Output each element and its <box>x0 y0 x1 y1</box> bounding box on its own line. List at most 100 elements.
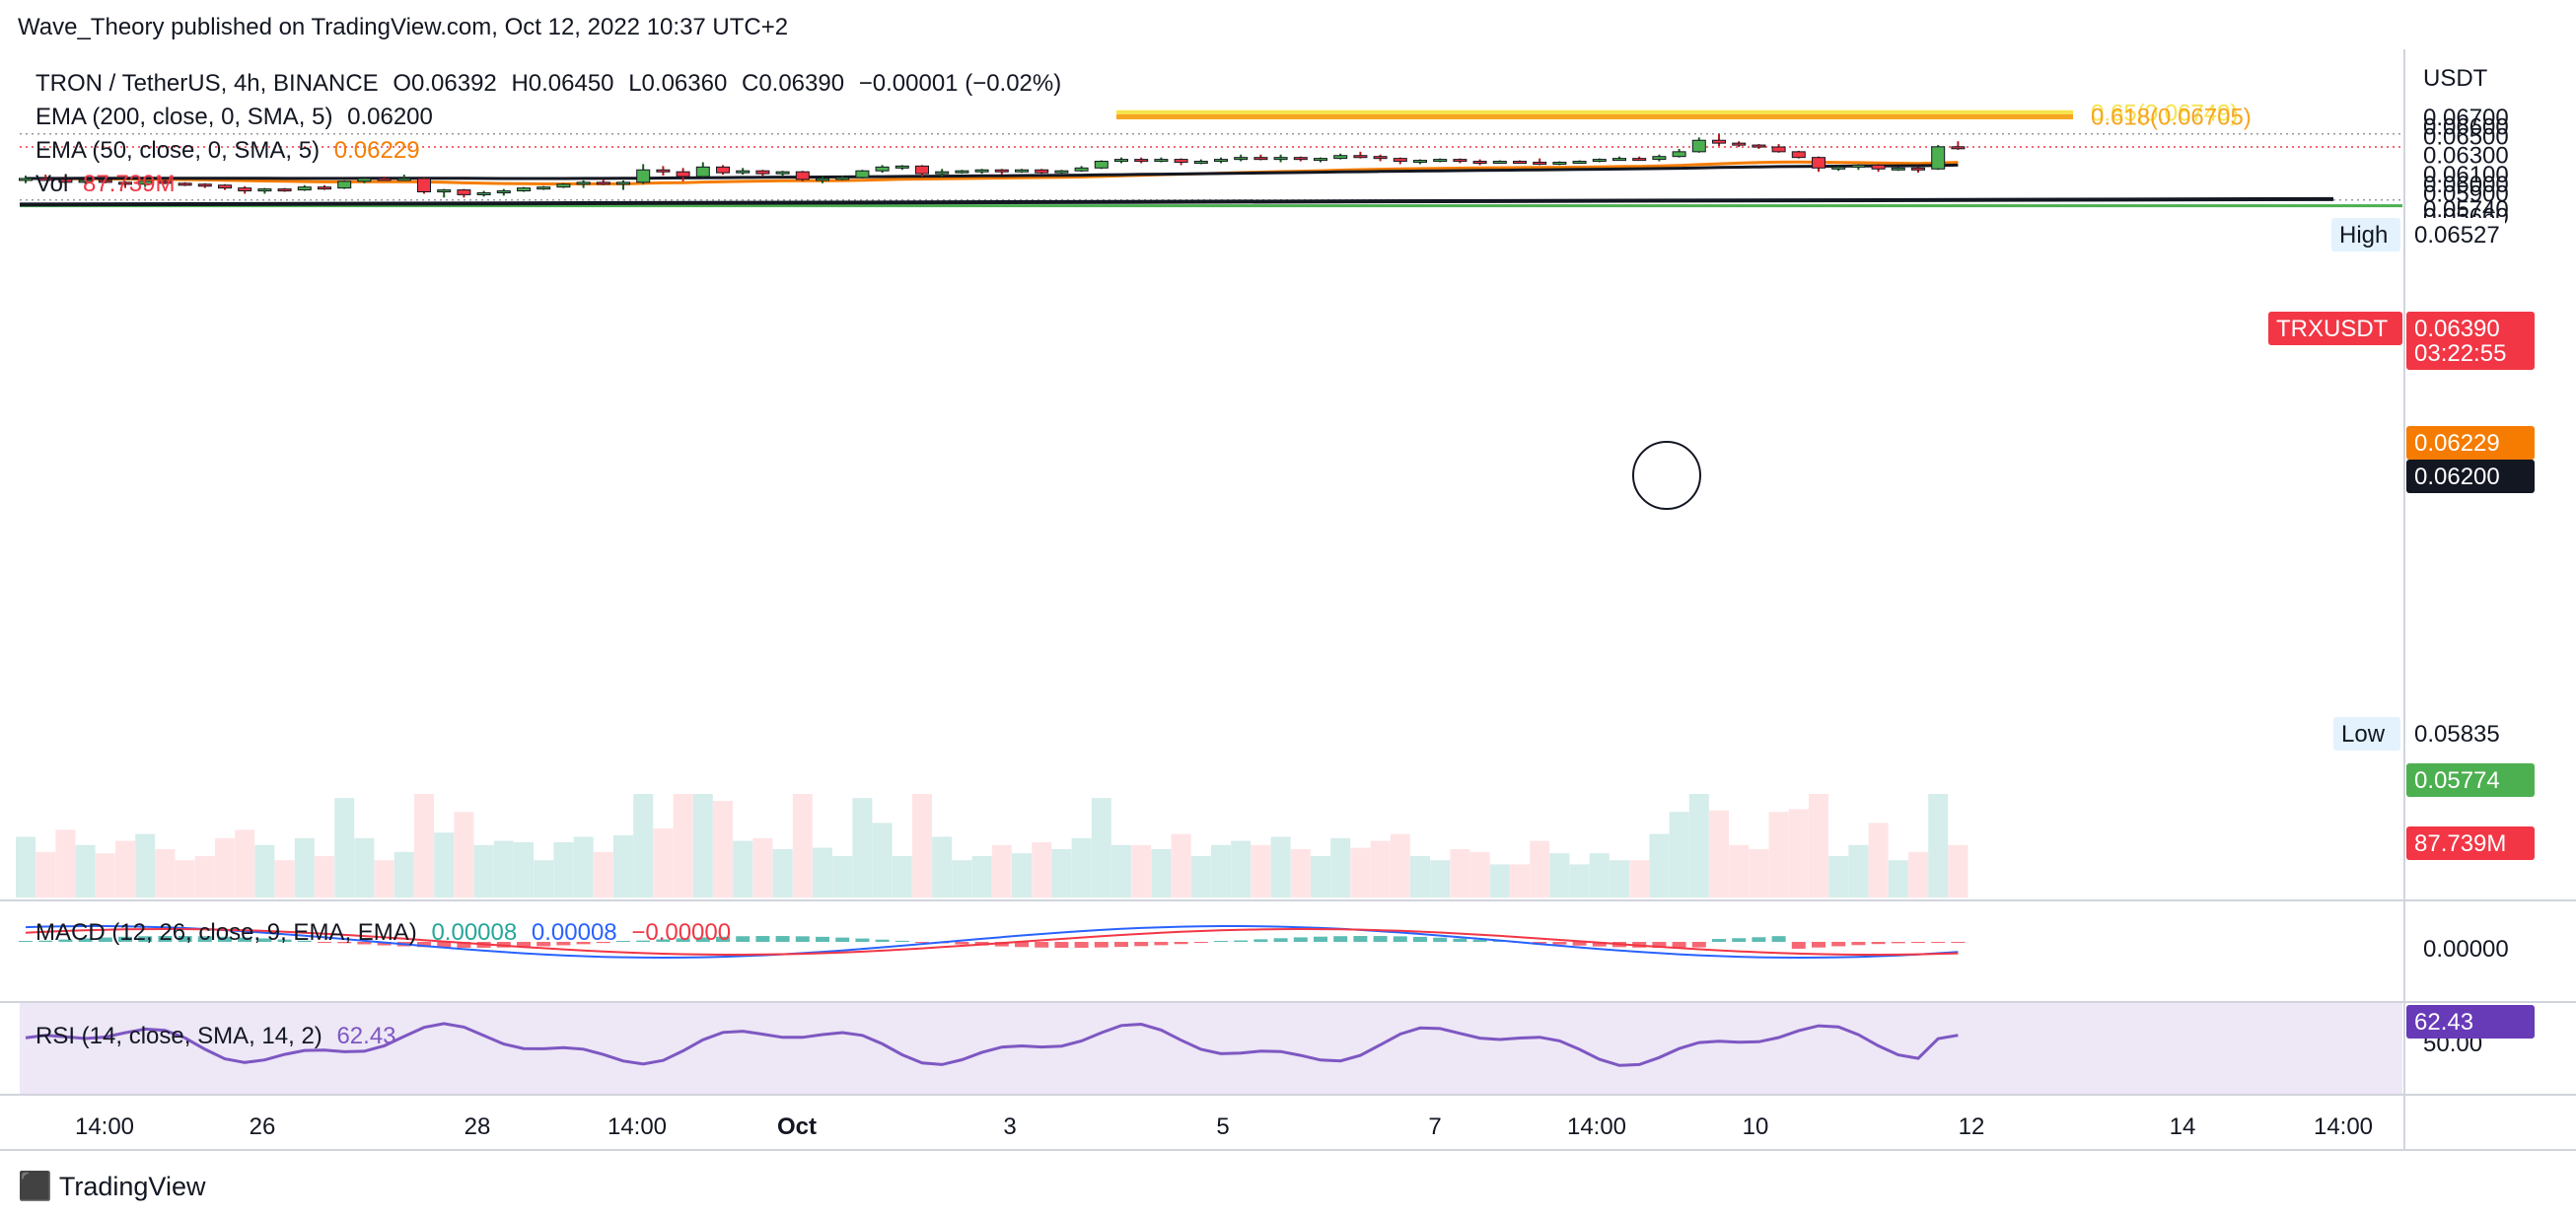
candle[interactable] <box>337 179 352 189</box>
candle[interactable] <box>1353 151 1368 159</box>
candle[interactable] <box>636 164 651 184</box>
candle[interactable] <box>1712 133 1726 147</box>
candle[interactable] <box>1732 141 1747 148</box>
candle[interactable] <box>396 175 411 181</box>
vol-legend[interactable]: Vol 87.739M <box>36 168 1069 201</box>
candle[interactable] <box>1373 154 1388 162</box>
currency-label[interactable]: USDT <box>2423 65 2488 92</box>
candle[interactable] <box>716 165 730 176</box>
rsi-legend[interactable]: RSI (14, close, SMA, 14, 2) 62.43 <box>36 1020 404 1053</box>
candle[interactable] <box>1174 158 1188 166</box>
tradingview-brand[interactable]: ⬛ TradingView <box>18 1170 205 1202</box>
candle[interactable] <box>1652 154 1667 162</box>
candle[interactable] <box>138 179 153 187</box>
candle[interactable] <box>1114 157 1128 164</box>
candle[interactable] <box>1314 157 1327 163</box>
ema200-legend[interactable]: EMA (200, close, 0, SMA, 5) 0.06200 <box>36 101 1069 134</box>
candle[interactable] <box>1393 157 1407 165</box>
candle[interactable] <box>1752 144 1766 149</box>
candle[interactable] <box>1453 158 1467 164</box>
candle[interactable] <box>238 185 252 194</box>
candle[interactable] <box>795 171 810 181</box>
candle[interactable] <box>974 169 989 175</box>
candle[interactable] <box>1572 160 1587 165</box>
candle[interactable] <box>19 176 33 183</box>
candle[interactable] <box>1214 157 1228 164</box>
candle[interactable] <box>1154 157 1169 163</box>
candle[interactable] <box>1612 156 1626 162</box>
candle[interactable] <box>1293 156 1308 162</box>
candle[interactable] <box>1472 159 1487 166</box>
candle[interactable] <box>1134 157 1149 164</box>
candle[interactable] <box>197 182 212 188</box>
candle[interactable] <box>1273 154 1288 163</box>
candle[interactable] <box>178 181 192 186</box>
candle[interactable] <box>1333 153 1348 160</box>
candle[interactable] <box>158 179 173 184</box>
candle[interactable] <box>616 179 630 190</box>
candle[interactable] <box>277 187 292 192</box>
candle[interactable] <box>78 178 93 184</box>
candle[interactable] <box>318 184 331 190</box>
candle[interactable] <box>775 171 790 177</box>
candle[interactable] <box>1035 169 1049 175</box>
candle[interactable] <box>58 177 73 184</box>
candle[interactable] <box>1054 170 1069 176</box>
candle[interactable] <box>457 188 471 198</box>
candle[interactable] <box>1691 137 1706 153</box>
candle[interactable] <box>1433 158 1448 163</box>
candle[interactable] <box>695 162 710 178</box>
candle[interactable] <box>1094 160 1109 170</box>
candle[interactable] <box>437 188 452 198</box>
candle[interactable] <box>1234 154 1249 162</box>
macd-legend[interactable]: MACD (12, 26, close, 9, EMA, EMA) 0.0000… <box>36 916 739 950</box>
candle[interactable] <box>1851 164 1866 171</box>
candle[interactable] <box>935 169 950 178</box>
candle[interactable] <box>656 166 671 177</box>
candle[interactable] <box>1552 161 1567 166</box>
candle[interactable] <box>476 190 491 197</box>
candle[interactable] <box>118 180 132 188</box>
candle[interactable] <box>835 176 850 180</box>
candle[interactable] <box>357 177 372 183</box>
candle[interactable] <box>1951 141 1966 150</box>
candle[interactable] <box>576 179 591 188</box>
candle[interactable] <box>38 175 53 181</box>
candle[interactable] <box>1074 166 1089 173</box>
candle[interactable] <box>736 168 751 176</box>
candle[interactable] <box>517 186 531 192</box>
candle[interactable] <box>1791 150 1806 159</box>
candle[interactable] <box>496 188 511 196</box>
candle[interactable] <box>1672 148 1686 158</box>
candle[interactable] <box>855 170 870 179</box>
candle[interactable] <box>915 165 929 178</box>
candle[interactable] <box>1492 160 1507 165</box>
candle[interactable] <box>1193 159 1208 165</box>
candle[interactable] <box>1253 154 1268 161</box>
candle[interactable] <box>297 184 312 191</box>
candle[interactable] <box>1891 167 1905 172</box>
candle[interactable] <box>1831 166 1846 172</box>
candle[interactable] <box>1015 169 1029 174</box>
candle[interactable] <box>257 187 272 194</box>
candle[interactable] <box>755 170 770 177</box>
candle[interactable] <box>816 177 829 183</box>
candle[interactable] <box>1413 159 1427 165</box>
candle[interactable] <box>377 177 392 181</box>
candle[interactable] <box>1911 167 1925 174</box>
candle[interactable] <box>1592 158 1607 163</box>
candle[interactable] <box>1533 158 1547 166</box>
ema50-legend[interactable]: EMA (50, close, 0, SMA, 5) 0.06229 <box>36 134 1069 168</box>
symbol-title[interactable]: TRON / TetherUS, 4h, BINANCE <box>36 70 379 97</box>
candle[interactable] <box>1812 156 1825 173</box>
candle[interactable] <box>676 168 690 181</box>
candle[interactable] <box>1513 160 1527 165</box>
candle[interactable] <box>98 179 112 183</box>
candle[interactable] <box>1771 144 1786 153</box>
candle[interactable] <box>537 185 551 190</box>
candle[interactable] <box>875 165 890 174</box>
candle[interactable] <box>556 182 571 188</box>
candle[interactable] <box>596 179 610 185</box>
candle[interactable] <box>1931 145 1946 171</box>
